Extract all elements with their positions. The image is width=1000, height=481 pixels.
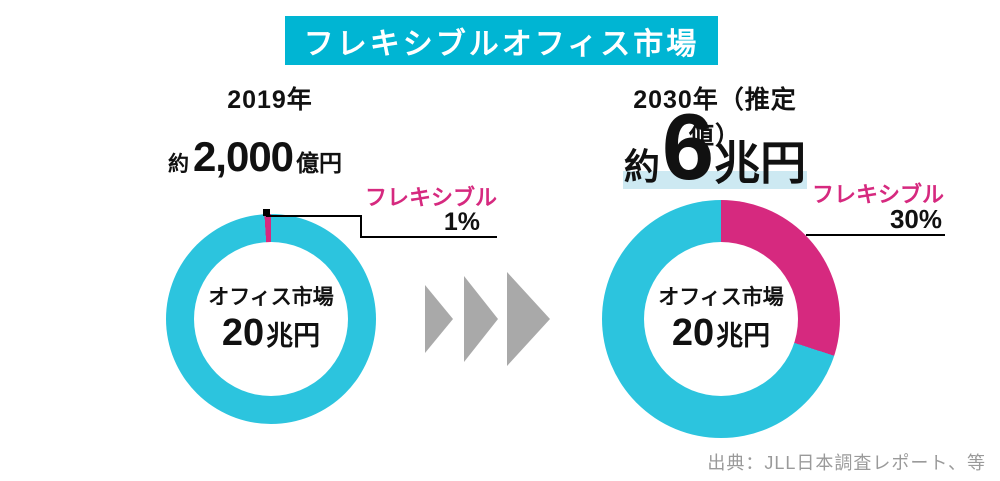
arrow-right-icon	[425, 285, 453, 353]
right-chart-amount: 約 6 兆円	[613, 100, 817, 194]
callout-line-horizontal	[806, 234, 945, 236]
left-amount-prefix: 約	[167, 153, 189, 176]
right-amount-value: 6	[661, 94, 714, 199]
donut-center-label: オフィス市場	[658, 285, 784, 309]
left-chart-year: 2019年	[227, 86, 313, 114]
donut-center-unit: 兆円	[716, 321, 771, 352]
arrow-right-icon	[464, 276, 498, 362]
donut-center-label: オフィス市場	[208, 285, 334, 309]
arrow-right-icon	[507, 272, 550, 366]
amount-highlight-band	[623, 171, 807, 189]
donut-hole-2030: オフィス市場 20 兆円	[644, 242, 798, 396]
callout-line-horizontal-2	[360, 236, 497, 238]
title-banner: フレキシブルオフィス市場	[285, 16, 718, 65]
left-amount-value: 2,000	[192, 133, 294, 180]
donut-center-value: 20	[671, 312, 715, 355]
right-callout-label: フレキシブル	[811, 182, 944, 207]
callout-line-horizontal-1	[266, 215, 362, 217]
donut-hole-2019: オフィス市場 20 兆円	[194, 242, 348, 396]
donut-center-unit: 兆円	[266, 321, 321, 352]
callout-line-vertical	[360, 215, 362, 238]
donut-center-value-row: 20 兆円	[222, 314, 320, 352]
right-amount-prefix: 約	[623, 146, 660, 187]
left-chart-amount: 約 2,000 億円	[160, 136, 350, 178]
donut-chart-2030: オフィス市場 20 兆円	[602, 200, 840, 438]
left-callout-label: フレキシブル	[364, 185, 497, 210]
callout-dot	[263, 209, 270, 216]
page-title: フレキシブルオフィス市場	[303, 27, 700, 61]
right-callout-value: 30%	[889, 204, 942, 234]
right-amount-unit: 兆円	[714, 137, 807, 189]
donut-center-value-row: 20 兆円	[672, 314, 770, 352]
source-credit: 出典：JLL日本調査レポート、等	[707, 453, 986, 473]
right-chart-year: 2030年（推定値）	[633, 86, 797, 150]
left-callout-value: 1%	[443, 208, 480, 236]
left-amount-unit: 億円	[296, 150, 343, 176]
donut-chart-2019: オフィス市場 20 兆円	[166, 214, 376, 424]
donut-center-value: 20	[221, 312, 265, 355]
